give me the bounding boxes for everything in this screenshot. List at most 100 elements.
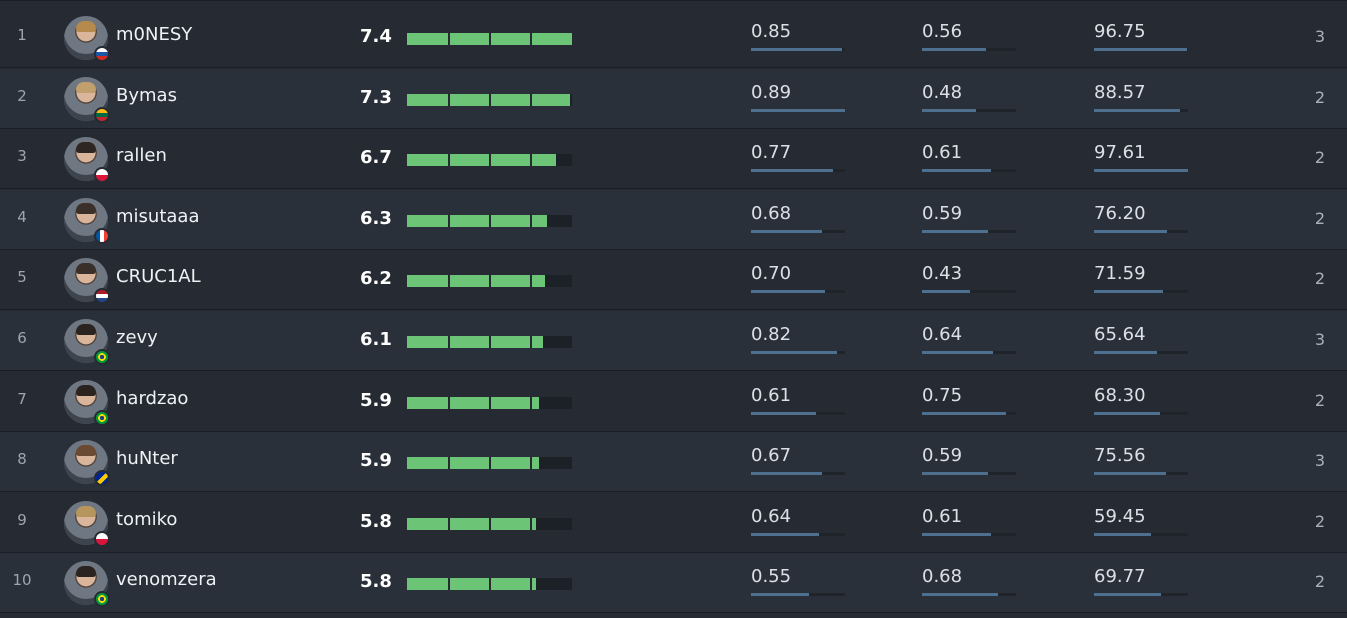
player-avatar[interactable] — [64, 561, 110, 608]
rating-bar-separator — [489, 214, 491, 227]
rating-bar-separator — [489, 93, 491, 106]
stat-1-bar-fill — [751, 411, 816, 415]
stat-2-bar — [922, 108, 1016, 112]
stat-3-bar-fill — [1094, 169, 1188, 173]
stat-1-bar — [751, 48, 845, 51]
player-name[interactable]: zevy — [116, 327, 158, 348]
stat-1-bar-fill — [751, 229, 822, 233]
rating-value: 6.1 — [360, 329, 392, 350]
table-row[interactable]: 10 venomzera 5.8 0.55 0.68 69.77 2 — [0, 553, 1347, 614]
player-avatar[interactable] — [64, 16, 110, 62]
rank-number: 6 — [17, 329, 27, 347]
country-flag-icon — [94, 288, 110, 305]
stat-3-bar-fill — [1094, 290, 1163, 294]
rating-bar-separator — [489, 517, 491, 530]
player-name[interactable]: huNter — [116, 448, 178, 470]
player-avatar[interactable] — [64, 197, 110, 244]
player-name[interactable]: CRUC1AL — [116, 266, 201, 288]
table-row[interactable]: 2 Bymas 7.3 0.89 0.48 88.57 2 — [0, 68, 1347, 129]
stat-3-bar — [1094, 351, 1188, 354]
table-row[interactable]: 3 rallen 6.7 0.77 0.61 97.61 2 — [0, 129, 1347, 190]
rating-bar-separator — [448, 578, 450, 591]
stat-1-bar-fill — [751, 593, 809, 597]
country-flag-icon — [94, 470, 110, 487]
rating-bar-fill — [407, 214, 547, 227]
rating-value: 5.9 — [360, 389, 392, 411]
rating-bar-separator — [489, 33, 491, 45]
stat-1-bar — [751, 593, 845, 597]
stat-1-bar — [751, 229, 845, 233]
stat-3-bar — [1094, 532, 1188, 536]
stat-3-value: 96.75 — [1094, 21, 1146, 42]
player-avatar[interactable] — [64, 379, 110, 426]
maps-played: 2 — [1314, 390, 1326, 410]
player-avatar[interactable] — [64, 76, 110, 123]
country-flag-icon — [94, 591, 110, 608]
rating-bar-fill — [407, 154, 556, 167]
table-row[interactable]: 4 misutaaa 6.3 0.68 0.59 76.20 2 — [0, 189, 1347, 250]
table-row[interactable]: 6 zevy 6.1 0.82 0.64 65.64 3 — [0, 311, 1347, 371]
rating-bar-separator — [448, 396, 450, 409]
country-flag-icon — [94, 409, 110, 426]
rank-number: 10 — [12, 571, 32, 590]
stat-1-value: 0.61 — [751, 384, 792, 406]
stat-3-bar — [1094, 108, 1188, 112]
rating-bar-fill — [407, 93, 570, 106]
stat-2-bar — [922, 229, 1016, 233]
stat-1-value: 0.55 — [751, 566, 792, 588]
rating-bar — [407, 396, 572, 409]
stat-3-bar — [1094, 411, 1188, 415]
country-flag-icon — [94, 530, 110, 547]
player-name[interactable]: hardzao — [116, 387, 189, 409]
rating-bar-fill — [407, 517, 536, 530]
stat-1-bar — [751, 532, 845, 536]
table-row[interactable]: 1 m0NESY 7.4 0.85 0.56 96.75 3 — [0, 8, 1347, 68]
table-row[interactable]: 5 CRUC1AL 6.2 0.70 0.43 71.59 2 — [0, 250, 1347, 311]
rating-bar-separator — [448, 275, 450, 288]
rating-bar-fill — [407, 336, 543, 348]
rating-bar-separator — [448, 214, 450, 227]
stat-2-bar — [922, 290, 1016, 294]
rating-bar-separator — [448, 93, 450, 106]
table-row[interactable]: 7 hardzao 5.9 0.61 0.75 68.30 2 — [0, 372, 1347, 432]
player-avatar[interactable] — [64, 258, 110, 305]
table-row[interactable]: 9 tomiko 5.8 0.64 0.61 59.45 2 — [0, 493, 1347, 553]
player-name[interactable]: misutaaa — [116, 205, 200, 227]
player-name[interactable]: Bymas — [116, 84, 177, 106]
rating-bar-separator — [530, 578, 532, 591]
stat-2-bar — [922, 532, 1016, 536]
stat-2-bar-fill — [922, 108, 976, 112]
stat-3-value: 69.77 — [1094, 566, 1146, 588]
stat-1-value: 0.82 — [751, 324, 792, 345]
rating-value: 7.3 — [360, 86, 392, 108]
player-name[interactable]: venomzera — [116, 569, 217, 591]
country-flag-icon — [94, 349, 110, 365]
country-flag-icon — [94, 167, 110, 184]
rating-bar-separator — [489, 457, 491, 470]
stat-3-value: 75.56 — [1094, 445, 1146, 467]
stat-1-bar-fill — [751, 532, 819, 536]
stat-1-bar — [751, 108, 845, 112]
player-name[interactable]: m0NESY — [116, 24, 193, 45]
player-name[interactable]: rallen — [116, 145, 167, 167]
player-avatar[interactable] — [64, 137, 110, 184]
player-name[interactable]: tomiko — [116, 508, 178, 530]
stat-3-bar-fill — [1094, 411, 1160, 415]
player-avatar[interactable] — [64, 440, 110, 487]
stat-2-bar-fill — [922, 532, 991, 536]
stat-1-bar-fill — [751, 48, 842, 51]
rating-bar-separator — [448, 457, 450, 470]
rating-bar-fill — [407, 578, 536, 591]
stat-1-bar-fill — [751, 169, 833, 173]
stat-1-bar-fill — [751, 351, 837, 354]
stat-2-bar-fill — [922, 411, 1006, 415]
player-avatar[interactable] — [64, 500, 110, 547]
table-row[interactable]: 8 huNter 5.9 0.67 0.59 75.56 3 — [0, 432, 1347, 493]
stat-2-bar-fill — [922, 229, 988, 233]
stat-3-bar-fill — [1094, 472, 1166, 476]
rating-bar — [407, 457, 572, 470]
player-avatar[interactable] — [64, 319, 110, 365]
stat-1-value: 0.70 — [751, 263, 792, 285]
stat-2-bar-fill — [922, 351, 993, 354]
rating-bar-separator — [530, 214, 532, 227]
